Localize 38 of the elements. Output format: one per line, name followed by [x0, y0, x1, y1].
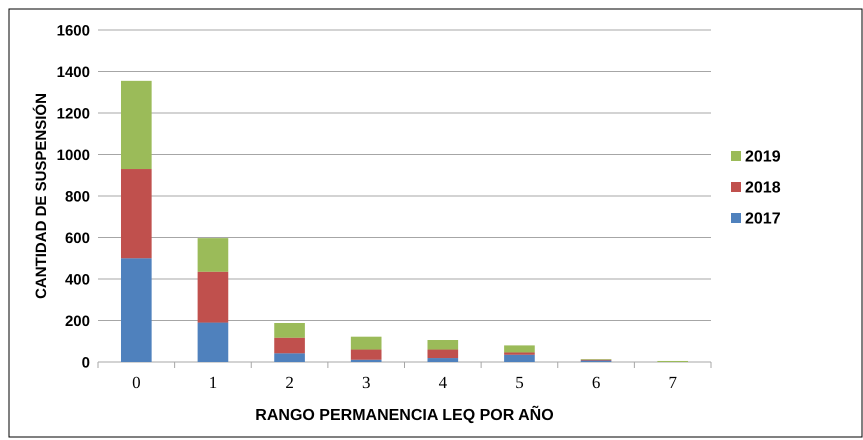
y-tick-label: 1400 — [56, 64, 90, 81]
legend-label: 2017 — [745, 210, 781, 228]
x-axis-title: RANGO PERMANENCIA LEQ POR AÑO — [255, 405, 554, 424]
bar — [504, 345, 535, 352]
x-tick-label: 4 — [438, 373, 448, 392]
bar — [504, 354, 535, 362]
bar — [427, 340, 458, 350]
bar — [427, 358, 458, 362]
bar — [350, 336, 382, 350]
x-tick-label: 5 — [515, 373, 524, 392]
bar — [427, 350, 458, 358]
bar — [198, 272, 228, 323]
bar — [274, 353, 305, 362]
y-tick-label: 1200 — [56, 105, 90, 122]
bar — [198, 322, 228, 362]
y-tick-label: 400 — [64, 271, 90, 288]
bar — [120, 258, 152, 362]
y-tick-label: 1000 — [56, 146, 90, 164]
y-axis-title: CANTIDAD DE SUSPENSIÓN — [32, 93, 50, 299]
y-tick-label: 800 — [64, 188, 90, 206]
bar — [120, 80, 152, 170]
bar — [198, 238, 228, 272]
legend-label: 2018 — [745, 180, 781, 197]
y-tick-label: 600 — [64, 230, 90, 247]
y-tick-label: 200 — [64, 312, 90, 330]
legend-label: 2019 — [745, 148, 781, 166]
y-tick-label: 1600 — [56, 22, 90, 40]
bar — [120, 169, 152, 258]
x-tick-label: 3 — [362, 373, 370, 392]
x-tick-label: 2 — [285, 373, 294, 392]
x-tick-label: 7 — [668, 373, 678, 392]
y-tick-label: 0 — [82, 354, 90, 372]
x-tick-label: 6 — [592, 373, 600, 392]
x-tick-label: 1 — [208, 373, 218, 392]
bar — [274, 338, 305, 354]
bar — [350, 350, 382, 360]
x-tick-label: 0 — [132, 373, 141, 392]
bar — [274, 322, 305, 338]
